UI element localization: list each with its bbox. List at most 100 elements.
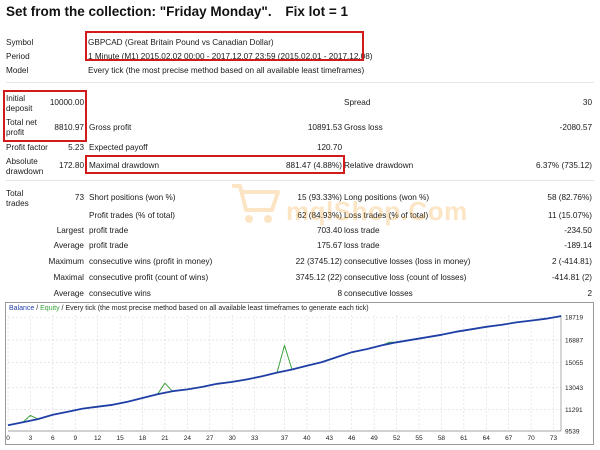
model-value: Every tick (the most precise method base… — [88, 66, 365, 75]
avg-consec-wins-label: consecutive wins — [89, 289, 151, 298]
x-tick-label: 40 — [303, 435, 311, 442]
initial-deposit-label: Initial deposit — [6, 94, 33, 113]
avg-consec-losses-value: 2 — [587, 289, 592, 298]
largest-loss-value: -234.50 — [564, 226, 592, 235]
gross-loss-label: Gross loss — [344, 123, 383, 132]
total-trades-label: Total trades — [6, 189, 29, 208]
y-tick-label: 13043 — [565, 385, 583, 392]
y-tick-label: 18719 — [565, 315, 583, 322]
x-tick-label: 0 — [6, 435, 10, 442]
spread-value: 30 — [582, 98, 592, 107]
max-consec-losses-value: 2 (-414.81) — [551, 257, 592, 266]
spread-label: Spread — [344, 98, 371, 107]
equity-legend: Equity — [40, 305, 60, 312]
shopping-cart-icon — [232, 184, 280, 223]
collection-title: Set from the collection: "Friday Monday"… — [6, 4, 272, 19]
total-net-profit-label: Total net profit — [6, 118, 37, 137]
total-net-profit-value: 8810.97 — [54, 123, 84, 132]
x-tick-label: 21 — [161, 435, 169, 442]
maximal-consec-loss-label: consecutive loss (count of losses) — [344, 273, 467, 282]
symbol-value: GBPCAD (Great Britain Pound vs Canadian … — [88, 38, 274, 47]
relative-drawdown-value: 6.37% (735.12) — [536, 161, 592, 170]
balance-legend: Balance — [9, 305, 35, 312]
period-value: 1 Minute (M1) 2015.02.02 00:00 - 2017.12… — [88, 52, 373, 61]
maximal-label: Maximal — [53, 273, 84, 282]
largest-profit-value: 703.40 — [316, 226, 342, 235]
x-tick-label: 33 — [251, 435, 259, 442]
x-tick-label: 15 — [116, 435, 124, 442]
gross-profit-value: 10891.53 — [307, 123, 342, 132]
average-profit-label: profit trade — [89, 241, 129, 250]
profit-factor-value: 5.23 — [68, 143, 84, 152]
x-tick-label: 37 — [281, 435, 289, 442]
absolute-drawdown-label: Absolute drawdown — [6, 157, 44, 176]
x-tick-label: 52 — [393, 435, 401, 442]
maximal-drawdown-label: Maximal drawdown — [89, 161, 160, 170]
short-positions-label: Short positions (won %) — [89, 193, 176, 202]
absolute-drawdown-value: 172.80 — [58, 161, 84, 170]
model-label: Model — [6, 66, 29, 75]
max-consec-losses-label: consecutive losses (loss in money) — [344, 257, 471, 266]
relative-drawdown-label: Relative drawdown — [344, 161, 414, 170]
x-tick-label: 18 — [139, 435, 147, 442]
maximal-consec-loss-value: -414.81 (2) — [551, 273, 592, 282]
loss-trades-value: 11 (15.07%) — [548, 211, 592, 220]
x-tick-label: 70 — [527, 435, 535, 442]
max-consec-wins-value: 22 (3745.12) — [295, 257, 342, 266]
maximal-consec-profit-value: 3745.12 (22) — [295, 273, 342, 282]
average2-label: Average — [53, 289, 84, 298]
report-title: Set from the collection: "Friday Monday"… — [6, 4, 358, 19]
x-tick-label: 58 — [438, 435, 446, 442]
maximal-drawdown-value: 881.47 (4.88%) — [286, 161, 342, 170]
divider — [6, 82, 594, 83]
balance-line — [7, 315, 562, 427]
expected-payoff-value: 120.70 — [316, 143, 342, 152]
y-tick-label: 9539 — [565, 429, 580, 436]
profit-trades-value: 62 (84.93%) — [297, 211, 342, 220]
loss-trades-label: Loss trades (% of total) — [344, 211, 429, 220]
period-label: Period — [6, 52, 30, 61]
expected-payoff-label: Expected payoff — [89, 143, 148, 152]
average-label: Average — [53, 241, 84, 250]
x-tick-label: 43 — [326, 435, 334, 442]
balance-equity-chart: Balance / Equity / Every tick (the most … — [5, 302, 594, 445]
x-tick-label: 61 — [460, 435, 468, 442]
x-tick-label: 12 — [94, 435, 102, 442]
gross-loss-value: -2080.57 — [559, 123, 592, 132]
x-tick-label: 49 — [371, 435, 379, 442]
profit-factor-label: Profit factor — [6, 143, 48, 152]
x-tick-label: 67 — [505, 435, 513, 442]
gross-profit-label: Gross profit — [89, 123, 132, 132]
average-loss-value: -189.14 — [564, 241, 592, 250]
chart-plot: 0 3 6 9 12 15 18 21 24 27 30 33 37 40 43 46 49 52 55 58 61 64… — [6, 315, 583, 442]
x-tick-label: 64 — [483, 435, 491, 442]
maximal-consec-profit-label: consecutive profit (count of wins) — [89, 273, 209, 282]
average-profit-value: 175.67 — [316, 241, 342, 250]
chart-caption: Balance / Equity / Every tick (the most … — [9, 305, 369, 312]
fixlot-label: Fix lot = 1 — [285, 4, 349, 19]
max-consec-wins-label: consecutive wins (profit in money) — [89, 257, 213, 266]
x-tick-label: 27 — [206, 435, 214, 442]
average-loss-label: loss trade — [344, 241, 380, 250]
x-tick-label: 6 — [51, 435, 55, 442]
y-tick-label: 16887 — [565, 337, 583, 344]
x-tick-label: 24 — [184, 435, 192, 442]
x-tick-label: 30 — [229, 435, 237, 442]
long-positions-value: 58 (82.76%) — [547, 193, 592, 202]
x-tick-label: 3 — [29, 435, 33, 442]
y-tick-label: 11291 — [565, 407, 583, 414]
divider — [6, 180, 594, 181]
x-tick-label: 9 — [73, 435, 77, 442]
x-tick-label: 55 — [415, 435, 423, 442]
largest-profit-label: profit trade — [89, 226, 129, 235]
avg-consec-wins-value: 8 — [337, 289, 342, 298]
initial-deposit-value: 10000.00 — [49, 98, 84, 107]
profit-trades-label: Profit trades (% of total) — [89, 211, 176, 220]
y-tick-label: 15055 — [565, 360, 583, 367]
long-positions-label: Long positions (won %) — [344, 193, 430, 202]
avg-consec-losses-label: consecutive losses — [344, 289, 413, 298]
largest-label: Largest — [56, 226, 84, 235]
maximum-label: Maximum — [48, 257, 84, 266]
x-tick-label: 46 — [348, 435, 356, 442]
largest-loss-label: loss trade — [344, 226, 380, 235]
